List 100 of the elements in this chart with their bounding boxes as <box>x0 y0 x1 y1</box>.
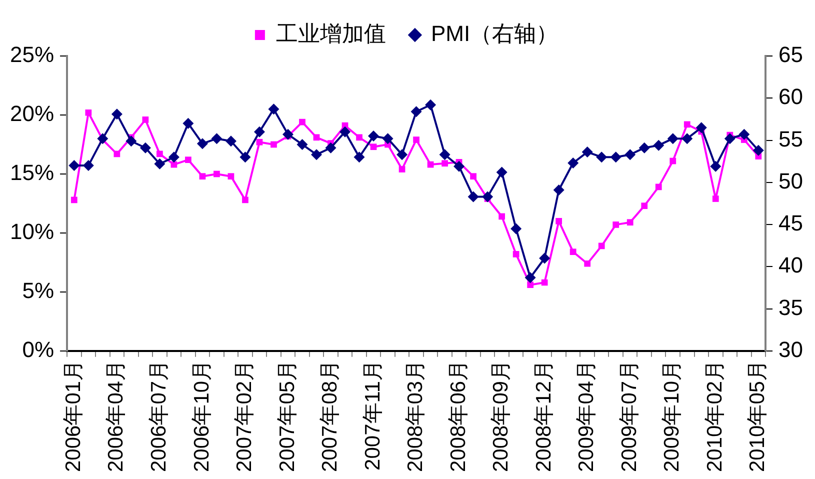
point <box>684 121 690 128</box>
x-tick-label: 2009年04月 <box>575 360 598 472</box>
point <box>568 158 579 169</box>
y-tick-label: 25% <box>10 42 54 68</box>
point <box>410 106 422 118</box>
point <box>612 222 620 228</box>
point <box>270 141 277 148</box>
point <box>310 149 322 160</box>
point <box>482 191 494 202</box>
point <box>570 248 576 256</box>
point <box>382 133 394 144</box>
point <box>712 196 719 202</box>
point <box>638 142 650 154</box>
x-tick-label: 2007年05月 <box>276 360 299 472</box>
point <box>111 108 122 120</box>
x-tick-label: 2007年11月 <box>361 360 384 470</box>
point <box>368 130 380 142</box>
point <box>282 128 294 140</box>
x-tick-label: 2008年06月 <box>446 360 470 472</box>
point <box>413 136 420 143</box>
point <box>140 142 151 154</box>
point <box>541 279 548 286</box>
point <box>299 118 306 126</box>
point <box>596 152 608 163</box>
point <box>556 218 562 224</box>
x-tick-label: 2009年07月 <box>618 360 641 472</box>
point <box>313 134 320 141</box>
y-tick-label: 10% <box>10 219 54 244</box>
point <box>655 184 662 190</box>
legend-label: PMI（右轴） <box>430 21 558 46</box>
y2-tick-label: 50 <box>778 168 804 194</box>
y2-tick-label: 55 <box>778 126 804 152</box>
point <box>584 260 591 267</box>
point <box>354 152 365 163</box>
point <box>340 126 351 138</box>
point <box>610 152 622 163</box>
x-tick-label: 2008年12月 <box>532 360 556 472</box>
point <box>156 150 163 158</box>
point <box>370 144 377 150</box>
point <box>641 202 648 210</box>
x-tick-label: 2006年01月 <box>62 360 85 472</box>
point <box>182 118 194 129</box>
x-tick-label: 2007年08月 <box>318 360 342 472</box>
point <box>82 160 94 172</box>
y-tick-label: 15% <box>10 160 54 186</box>
x-tick-label: 2006年10月 <box>190 360 214 472</box>
point <box>553 184 564 196</box>
point <box>667 133 678 144</box>
point <box>154 158 166 170</box>
point <box>510 223 522 234</box>
point <box>196 138 208 150</box>
point <box>142 116 149 123</box>
point <box>653 140 664 151</box>
point <box>425 99 436 110</box>
point <box>696 122 707 134</box>
x-tick-label: 2006年07月 <box>147 360 170 472</box>
point <box>752 144 764 156</box>
point <box>168 152 180 163</box>
x-tick-label: 2006年04月 <box>104 360 128 472</box>
point <box>240 152 251 163</box>
point <box>70 196 78 204</box>
legend-label: 工业增加值 <box>276 21 386 46</box>
point <box>626 219 634 226</box>
y2-tick-label: 40 <box>778 252 804 278</box>
point <box>268 104 280 115</box>
point <box>228 173 234 180</box>
x-tick-label: 2009年10月 <box>660 360 684 472</box>
point <box>442 160 448 167</box>
point <box>296 138 308 150</box>
point <box>496 166 508 178</box>
point <box>199 173 206 180</box>
point <box>470 173 476 180</box>
point <box>254 126 265 138</box>
point <box>738 128 750 140</box>
y2-tick-label: 35 <box>778 294 804 320</box>
point <box>185 156 192 163</box>
point <box>539 252 550 264</box>
point <box>710 160 722 172</box>
point <box>398 166 406 172</box>
y-tick-label: 0% <box>22 336 54 362</box>
point <box>724 133 736 144</box>
point <box>242 196 248 204</box>
x-tick-label: 2010年05月 <box>746 360 770 472</box>
point <box>468 191 479 202</box>
y2-tick-label: 65 <box>778 42 804 68</box>
point <box>582 146 593 158</box>
point <box>114 150 120 158</box>
point <box>498 213 505 220</box>
point <box>624 149 636 160</box>
point <box>225 136 236 147</box>
point <box>85 109 92 116</box>
point <box>211 133 222 144</box>
y2-tick-label: 60 <box>778 84 804 110</box>
point <box>396 149 408 160</box>
point <box>598 242 605 250</box>
y2-tick-label: 30 <box>778 336 804 362</box>
point <box>527 282 534 288</box>
x-tick-label: 2008年03月 <box>404 360 428 472</box>
y2-tick-label: 45 <box>778 210 804 236</box>
point <box>325 142 336 154</box>
